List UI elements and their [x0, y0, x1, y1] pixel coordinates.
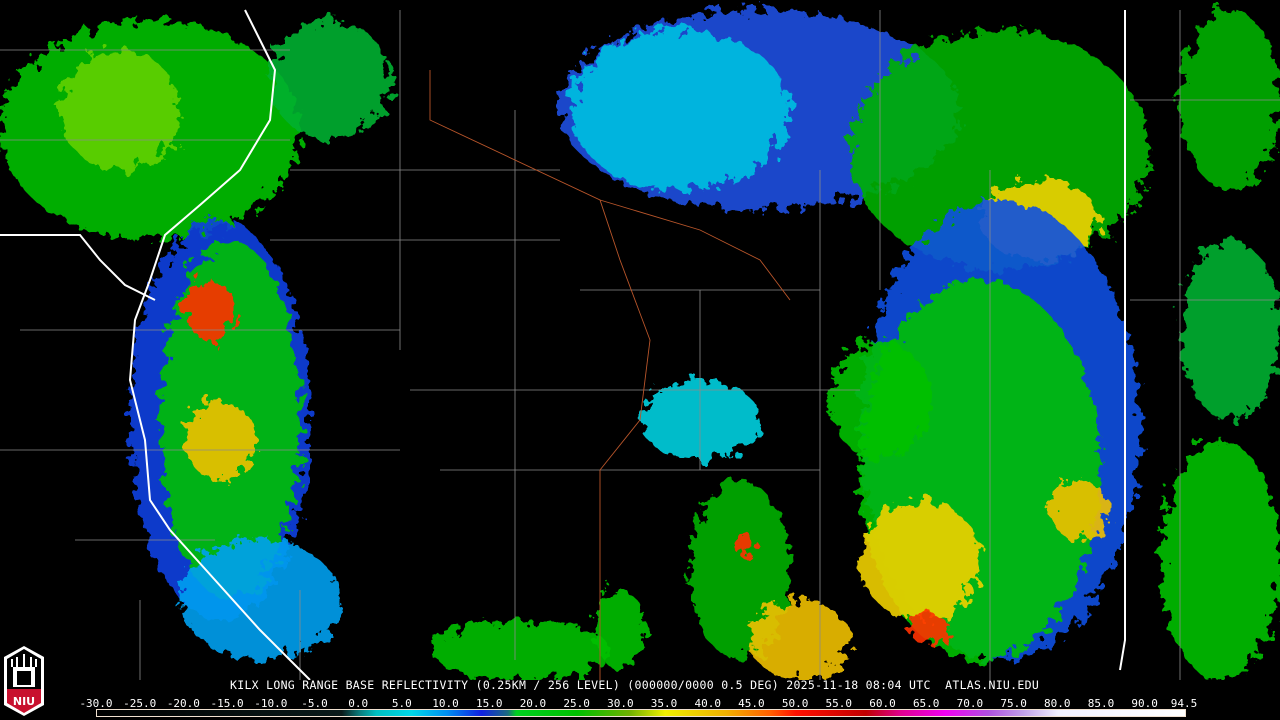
- colorbar-tick-label: 65.0: [912, 697, 940, 710]
- radar-map: [0, 9, 1280, 680]
- colorbar-tick-label: 80.0: [1044, 697, 1071, 710]
- colorbar-tick-label: -15.0: [210, 697, 244, 710]
- colorbar-tick-label: 20.0: [519, 697, 547, 710]
- colorbar-tick-label: 15.0: [476, 697, 503, 710]
- colorbar-tick-label: 45.0: [738, 697, 765, 710]
- colorbar-tick-label: -5.0: [301, 697, 328, 710]
- colorbar-tick-label: 30.0: [607, 697, 634, 710]
- echo-region: [60, 50, 180, 170]
- echo-region: [910, 615, 950, 645]
- colorbar-tick-label: 60.0: [869, 697, 896, 710]
- colorbar-tick-label: -20.0: [166, 697, 200, 710]
- echo-region: [270, 20, 390, 140]
- colorbar-tick-label: 94.5: [1170, 697, 1198, 710]
- county-borders: [0, 10, 1280, 680]
- echo-region: [180, 540, 340, 660]
- echo-region: [185, 400, 255, 480]
- echo-region: [595, 590, 645, 670]
- echo-region: [1180, 240, 1280, 420]
- echo-region: [430, 620, 610, 680]
- echo-region: [570, 30, 790, 190]
- colorbar-tick-label: 90.0: [1131, 697, 1158, 710]
- colorbar-tick-label: 40.0: [694, 697, 721, 710]
- colorbar-tick-label: 10.0: [432, 697, 459, 710]
- colorbar-tick-label: -25.0: [123, 697, 157, 710]
- colorbar-tick-label: 75.0: [1000, 697, 1027, 710]
- state-borders: [429, 70, 791, 680]
- colorbar-tick-label: 5.0: [391, 697, 412, 710]
- echo-region: [185, 280, 235, 340]
- niu-logo: NIU: [4, 646, 44, 716]
- echo-region: [830, 340, 930, 460]
- echo-region: [1050, 480, 1110, 540]
- echo-region: [860, 500, 980, 620]
- colorbar-tick-label: 70.0: [956, 697, 984, 710]
- colorbar-tick-label: 25.0: [563, 697, 590, 710]
- colorbar-tick-label: 50.0: [781, 697, 809, 710]
- colorbar-tick-label: 55.0: [825, 697, 853, 710]
- colorbar-tick-label: 35.0: [650, 697, 678, 710]
- echo-region: [735, 533, 755, 557]
- colorbar-labels: -30.0 -25.0 -20.0 -15.0 -10.0 -5.0 0.0 5.0 10.0 1…: [79, 697, 1197, 710]
- echo-region: [1160, 440, 1280, 680]
- product-caption: KILX LONG RANGE BASE REFLECTIVITY (0.25K…: [230, 678, 1040, 692]
- svg-text:NIU: NIU: [13, 695, 35, 708]
- colorbar-tick-label: -10.0: [254, 697, 288, 710]
- colorbar-tick-label: -30.0: [79, 697, 113, 710]
- reflectivity-colorbar: [96, 709, 1186, 717]
- colorbar-tick-label: 0.0: [348, 697, 369, 710]
- colorbar-tick-label: 85.0: [1087, 697, 1115, 710]
- echo-region: [750, 600, 850, 680]
- major-boundaries: [0, 9, 1126, 680]
- reflectivity-echoes: [0, 10, 1280, 680]
